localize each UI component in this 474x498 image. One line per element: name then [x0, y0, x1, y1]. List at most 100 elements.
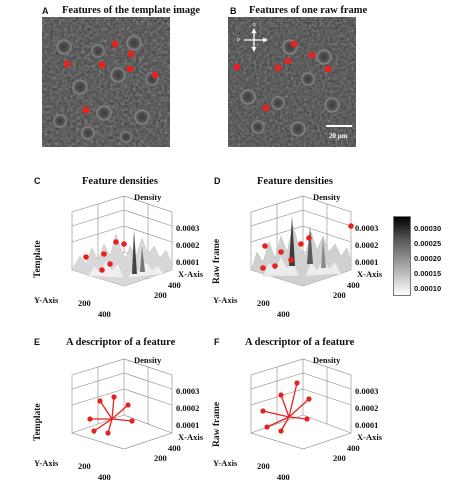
- colorbar-tick: 0.00010: [414, 284, 442, 293]
- feature-marker: [308, 51, 316, 59]
- y-axis-label: Y-Axis: [213, 295, 238, 305]
- row-label-raw-frame: Raw frame: [212, 402, 222, 447]
- panel-f-title: A descriptor of a feature: [245, 337, 355, 348]
- feature-marker: [105, 430, 111, 436]
- feature-marker: [278, 249, 284, 255]
- z-tick: 0.0003: [355, 386, 378, 396]
- feature-marker: [284, 57, 292, 65]
- y-axis-label: Y-Axis: [34, 458, 59, 468]
- z-tick: 0.0001: [176, 257, 199, 267]
- feature-marker: [278, 428, 284, 434]
- feature-marker: [127, 50, 135, 58]
- compass-label-left: P: [237, 38, 241, 44]
- z-axis-label: Density: [134, 192, 162, 202]
- panel-letter-b: B: [230, 6, 237, 16]
- y-tick: 400: [277, 472, 290, 482]
- y-tick: 200: [78, 461, 91, 471]
- x-axis-label: X-Axis: [357, 432, 383, 442]
- z-tick: 0.0003: [176, 223, 199, 233]
- scale-bar: [326, 125, 352, 127]
- panel-c-title: Feature densities: [82, 176, 158, 187]
- density-plot-template: Density 0.0003 0.0002 0.0001 X-Axis 200 …: [28, 186, 208, 326]
- feature-marker: [294, 380, 300, 386]
- feature-marker: [82, 106, 90, 114]
- feature-marker: [260, 408, 266, 414]
- y-tick: 200: [257, 298, 270, 308]
- feature-marker: [304, 416, 310, 422]
- feature-marker: [272, 263, 278, 269]
- panel-b-title: Features of one raw frame: [249, 5, 368, 16]
- x-tick: 400: [168, 443, 181, 453]
- x-tick: 400: [347, 443, 360, 453]
- feature-marker: [298, 241, 304, 247]
- z-tick: 0.0002: [355, 403, 378, 413]
- feature-marker: [290, 40, 298, 48]
- panel-e-title: A descriptor of a feature: [66, 337, 176, 348]
- feature-marker: [348, 223, 354, 229]
- z-tick: 0.0002: [176, 403, 199, 413]
- y-tick: 200: [78, 298, 91, 308]
- density-colorbar: [393, 216, 411, 296]
- descriptor-markers: [87, 394, 135, 436]
- z-tick: 0.0001: [355, 257, 378, 267]
- x-tick: 200: [333, 453, 346, 463]
- z-tick: 0.0002: [355, 240, 378, 250]
- feature-marker: [278, 392, 284, 398]
- feature-marker: [288, 257, 294, 263]
- x-tick: 200: [154, 290, 167, 300]
- x-tick: 400: [168, 280, 181, 290]
- feature-marker: [121, 241, 127, 247]
- feature-marker: [111, 40, 119, 48]
- descriptor-spokes: [262, 382, 310, 432]
- panel-letter-a: A: [42, 6, 49, 16]
- descriptor-plot-raw-frame: Density 0.0003 0.0002 0.0001 X-Axis 200 …: [207, 349, 387, 489]
- panel-letter-f: F: [214, 337, 220, 347]
- feature-marker: [324, 65, 332, 73]
- feature-marker: [83, 254, 89, 260]
- panel-d-title: Feature densities: [257, 176, 333, 187]
- compass-label-top: D: [253, 22, 257, 27]
- x-tick: 200: [154, 453, 167, 463]
- feature-marker: [306, 396, 312, 402]
- feature-markers: [233, 40, 332, 112]
- feature-marker: [91, 428, 97, 434]
- descriptor-markers: [260, 380, 312, 434]
- x-axis-label: X-Axis: [357, 269, 383, 279]
- x-tick: 200: [333, 290, 346, 300]
- scale-bar-label: 20 μm: [329, 132, 348, 140]
- panel-letter-e: E: [34, 337, 41, 347]
- feature-marker: [129, 418, 135, 424]
- z-tick: 0.0001: [355, 420, 378, 430]
- panel-letter-d: D: [214, 176, 221, 186]
- y-tick: 400: [98, 309, 111, 319]
- feature-marker: [233, 63, 241, 71]
- feature-marker: [97, 398, 103, 404]
- z-axis-label: Density: [313, 355, 341, 365]
- raw-frame-image: D P 20 μm: [228, 17, 356, 147]
- feature-marker: [274, 64, 282, 72]
- feature-marker: [101, 251, 107, 257]
- feature-marker: [262, 104, 270, 112]
- density-feature-markers: [83, 239, 127, 273]
- feature-marker: [98, 61, 106, 69]
- feature-marker: [113, 239, 119, 245]
- feature-marker: [111, 394, 117, 400]
- x-axis-label: X-Axis: [178, 269, 204, 279]
- y-axis-label: Y-Axis: [34, 295, 59, 305]
- feature-marker: [151, 71, 159, 79]
- density-plot-raw-frame: Density 0.0003 0.0002 0.0001 X-Axis 200 …: [207, 186, 387, 326]
- x-axis-label: X-Axis: [178, 432, 204, 442]
- y-tick: 400: [98, 472, 111, 482]
- feature-marker: [260, 265, 266, 271]
- feature-marker: [264, 424, 270, 430]
- y-axis-label: Y-Axis: [213, 458, 238, 468]
- feature-marker: [125, 402, 131, 408]
- y-tick: 400: [277, 309, 290, 319]
- colorbar-tick: 0.00030: [414, 224, 442, 233]
- feature-marker: [87, 416, 93, 422]
- z-tick: 0.0002: [176, 240, 199, 250]
- z-tick: 0.0001: [176, 420, 199, 430]
- feature-marker: [63, 60, 71, 68]
- density-feature-markers: [260, 223, 354, 271]
- colorbar-tick: 0.00025: [414, 239, 442, 248]
